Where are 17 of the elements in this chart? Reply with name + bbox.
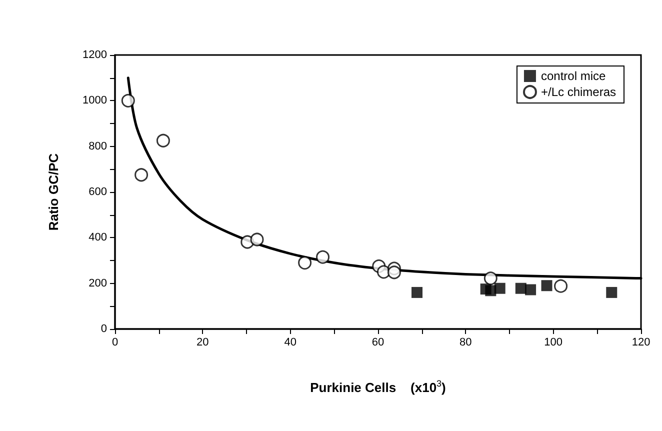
legend-label: +/Lc chimeras [540, 85, 616, 99]
y-tick-label: 400 [88, 232, 107, 244]
x-tick-label: 120 [632, 336, 650, 348]
y-tick-label: 1200 [82, 49, 107, 61]
x-tick-label: 20 [196, 336, 209, 348]
x-tick-label: 40 [284, 336, 296, 348]
x-tick-label: 0 [112, 336, 118, 348]
y-tick-label: 800 [88, 140, 107, 152]
x-tick-label: 60 [372, 336, 384, 348]
x-tick-label: 100 [544, 336, 563, 348]
y-tick-label: 0 [100, 323, 107, 335]
y-tick-label: 200 [88, 277, 107, 290]
y-tick-label: 600 [88, 186, 107, 198]
y-axis-title: Ratio GC/PC [46, 152, 61, 231]
y-tick-label: 1000 [82, 94, 107, 107]
x-tick-label: 80 [460, 336, 472, 348]
legend-label: control mice [540, 69, 606, 83]
